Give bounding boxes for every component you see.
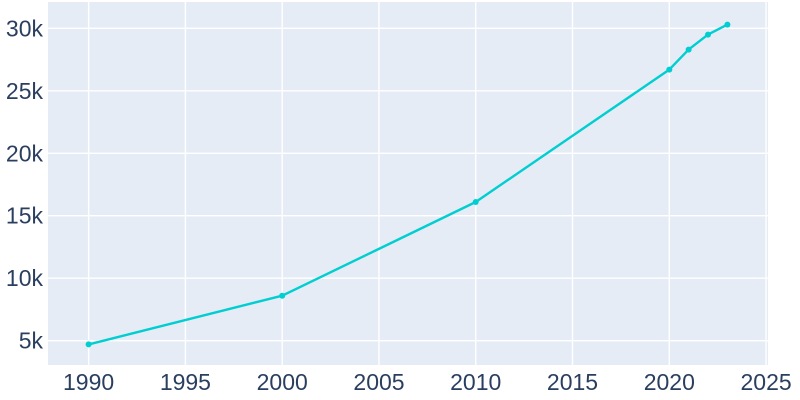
data-point <box>85 341 92 348</box>
y-tick-label: 25k <box>6 78 44 104</box>
plot-area <box>48 2 768 365</box>
data-point <box>724 21 731 28</box>
y-tick-label: 15k <box>6 203 44 229</box>
x-tick-label: 2025 <box>741 369 792 395</box>
data-point <box>666 66 673 73</box>
y-tick-label: 10k <box>6 265 44 291</box>
x-tick-label: 1995 <box>160 369 211 395</box>
y-tick-label: 5k <box>19 328 44 354</box>
data-point <box>472 199 479 205</box>
x-tick-label: 2010 <box>450 369 501 395</box>
data-point <box>685 46 692 53</box>
y-tick-label: 20k <box>6 140 44 166</box>
y-tick-label: 30k <box>6 15 44 41</box>
x-tick-label: 1990 <box>63 369 114 395</box>
data-point <box>705 31 711 38</box>
data-point <box>279 292 286 299</box>
x-tick-label: 2005 <box>353 369 404 395</box>
x-tick-label: 2000 <box>257 369 308 395</box>
x-tick-label: 2015 <box>547 369 598 395</box>
x-tick-label: 2020 <box>644 369 695 395</box>
